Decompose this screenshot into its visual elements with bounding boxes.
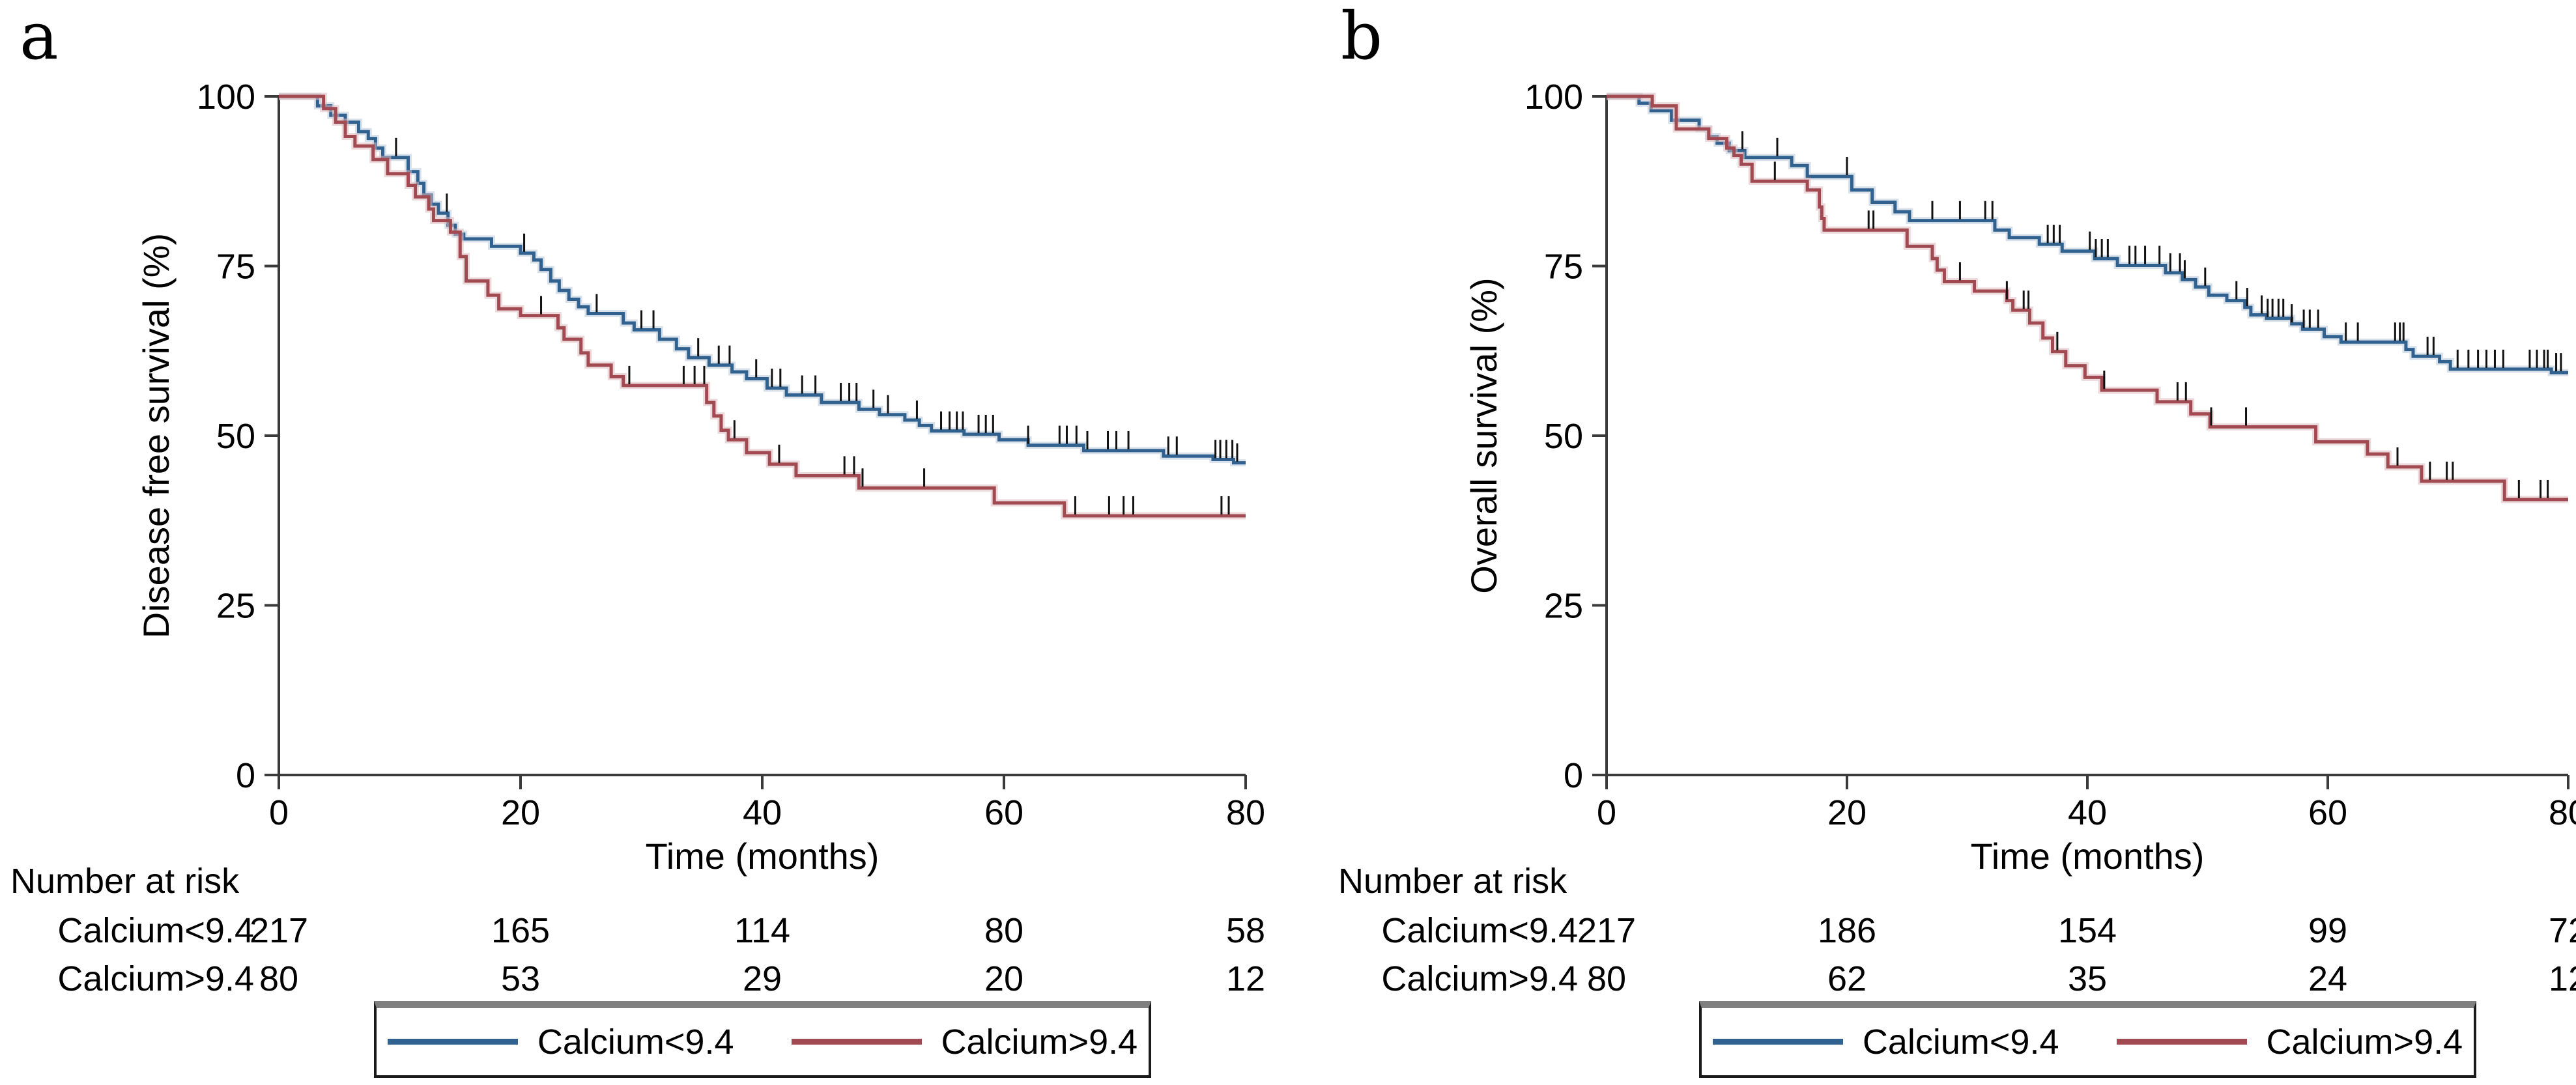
risk-count: 80 xyxy=(259,959,299,998)
x-tick-label: 0 xyxy=(1597,793,1616,832)
legend-line-sample-blue xyxy=(1712,1039,1843,1045)
x-tick-label: 80 xyxy=(1226,793,1265,832)
risk-count: 72 xyxy=(2548,911,2576,950)
y-tick-label: 50 xyxy=(216,417,255,456)
x-tick-label: 40 xyxy=(2068,793,2107,832)
km-curve-blue xyxy=(279,94,1246,465)
risk-count: 217 xyxy=(249,911,309,950)
risk-count: 217 xyxy=(1577,911,1637,950)
legend-item-calcium-high: Calcium>9.4 xyxy=(791,1022,1138,1062)
legend-label: Calcium<9.4 xyxy=(1862,1022,2059,1062)
y-tick-label: 75 xyxy=(1544,247,1583,287)
x-tick-label: 20 xyxy=(1827,793,1867,832)
y-axis-title-dfs: Disease free survival (%) xyxy=(136,232,177,639)
y-axis-title-os: Overall survival (%) xyxy=(1463,277,1504,594)
risk-count: 186 xyxy=(1817,911,1877,950)
legend-item-calcium-low: Calcium<9.4 xyxy=(1712,1022,2059,1062)
risk-table-title-b: Number at risk xyxy=(1338,862,1567,901)
legend-line-sample-red xyxy=(791,1039,922,1045)
legend-box-b: Calcium<9.4 Calcium>9.4 xyxy=(1699,1001,2476,1078)
legend-line-sample-blue xyxy=(387,1039,518,1045)
risk-count: 165 xyxy=(491,911,551,950)
risk-count: 99 xyxy=(2308,911,2348,950)
km-curve-red xyxy=(1607,94,2568,501)
risk-count: 24 xyxy=(2308,959,2348,998)
legend-label: Calcium<9.4 xyxy=(537,1022,734,1062)
km-curve-red xyxy=(279,94,1246,518)
y-tick-label: 50 xyxy=(1544,417,1583,456)
km-curve-blue xyxy=(1607,94,2568,374)
risk-count: 58 xyxy=(1225,911,1266,950)
risk-count: 80 xyxy=(984,911,1024,950)
legend-item-calcium-low: Calcium<9.4 xyxy=(387,1022,734,1062)
risk-count: 20 xyxy=(984,959,1024,998)
y-tick-label: 0 xyxy=(236,756,255,795)
risk-count: 53 xyxy=(500,959,541,998)
risk-count: 29 xyxy=(742,959,782,998)
risk-count: 62 xyxy=(1827,959,1867,998)
panel-letter-a: a xyxy=(20,0,59,74)
y-tick-label: 25 xyxy=(1544,587,1583,626)
legend-label: Calcium>9.4 xyxy=(2266,1022,2463,1062)
x-axis-title-a: Time (months) xyxy=(645,836,880,877)
risk-count: 35 xyxy=(2067,959,2108,998)
x-tick-label: 60 xyxy=(2308,793,2347,832)
x-tick-label: 60 xyxy=(984,793,1023,832)
y-tick-label: 100 xyxy=(1524,78,1583,117)
risk-count: 12 xyxy=(1225,959,1266,998)
axis-lines xyxy=(1605,96,2568,776)
risk-row-label: Calcium<9.4 xyxy=(57,911,254,950)
legend-label: Calcium>9.4 xyxy=(941,1022,1138,1062)
risk-count: 12 xyxy=(2548,959,2576,998)
x-tick-label: 40 xyxy=(743,793,782,832)
legend-line-sample-red xyxy=(2116,1039,2247,1045)
panel-letter-b: b xyxy=(1341,0,1383,74)
risk-row-label: Calcium>9.4 xyxy=(57,959,254,998)
legend-box-a: Calcium<9.4 Calcium>9.4 xyxy=(374,1001,1151,1078)
legend-item-calcium-high: Calcium>9.4 xyxy=(2116,1022,2463,1062)
risk-table-title-a: Number at risk xyxy=(10,862,240,901)
risk-row-label: Calcium<9.4 xyxy=(1381,911,1578,950)
x-tick-label: 0 xyxy=(269,793,289,832)
km-curve-halo xyxy=(1607,92,2568,376)
x-tick-label: 80 xyxy=(2549,793,2576,832)
y-tick-label: 0 xyxy=(1564,756,1583,795)
risk-count: 154 xyxy=(2057,911,2117,950)
risk-count: 80 xyxy=(1586,959,1627,998)
risk-row-label: Calcium>9.4 xyxy=(1381,959,1578,998)
y-tick-label: 25 xyxy=(216,587,255,626)
y-tick-label: 75 xyxy=(216,247,255,287)
risk-count: 114 xyxy=(734,911,791,950)
km-curve-halo xyxy=(279,92,1246,467)
x-axis-title-b: Time (months) xyxy=(1970,836,2205,877)
y-tick-label: 100 xyxy=(197,78,255,117)
x-tick-label: 20 xyxy=(501,793,540,832)
